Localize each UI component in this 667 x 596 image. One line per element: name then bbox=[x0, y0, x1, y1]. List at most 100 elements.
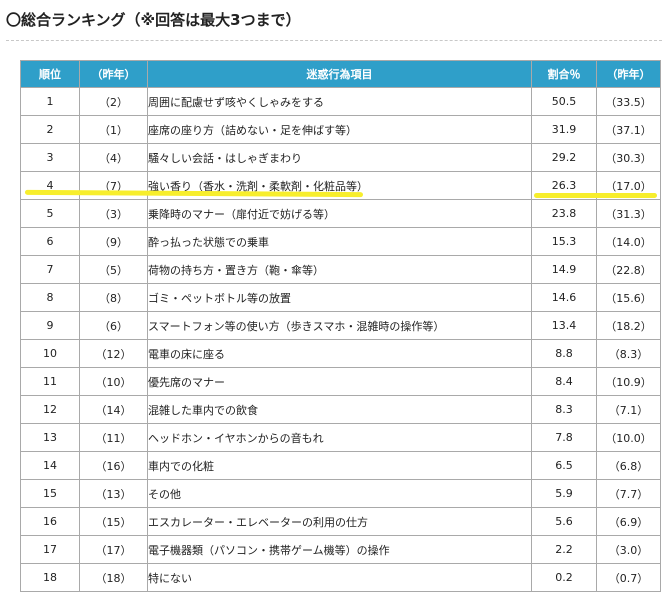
cell-rank: 18 bbox=[20, 563, 80, 592]
cell-item: 強い香り（香水・洗剤・柔軟剤・化粧品等） bbox=[147, 171, 532, 200]
table-row: 3 （4） 騒々しい会話・はしゃぎまわり 29.2 （30.3） bbox=[20, 143, 661, 172]
cell-percent: 5.9 bbox=[531, 479, 597, 508]
table-row: 4 （7） 強い香り（香水・洗剤・柔軟剤・化粧品等） 26.3 （17.0） bbox=[20, 171, 661, 200]
cell-prev-rank: （9） bbox=[79, 227, 148, 256]
header-rank: 順位 bbox=[20, 60, 80, 88]
cell-rank: 10 bbox=[20, 339, 80, 368]
cell-item: ヘッドホン・イヤホンからの音もれ bbox=[147, 423, 532, 452]
cell-prev-percent: （22.8） bbox=[596, 255, 661, 284]
header-percent: 割合％ bbox=[531, 60, 597, 88]
cell-percent: 8.8 bbox=[531, 339, 597, 368]
cell-item: 混雑した車内での飲食 bbox=[147, 395, 532, 424]
cell-percent: 0.2 bbox=[531, 563, 597, 592]
table-row: 13 （11） ヘッドホン・イヤホンからの音もれ 7.8 （10.0） bbox=[20, 423, 661, 452]
cell-item: 荷物の持ち方・置き方（鞄・傘等） bbox=[147, 255, 532, 284]
cell-item: 電車の床に座る bbox=[147, 339, 532, 368]
table-row: 1 （2） 周囲に配慮せず咳やくしゃみをする 50.5 （33.5） bbox=[20, 87, 661, 116]
cell-prev-rank: （17） bbox=[79, 535, 148, 564]
cell-rank: 12 bbox=[20, 395, 80, 424]
cell-rank: 14 bbox=[20, 451, 80, 480]
cell-percent: 23.8 bbox=[531, 199, 597, 228]
table-row: 14 （16） 車内での化粧 6.5 （6.8） bbox=[20, 451, 661, 480]
cell-prev-percent: （33.5） bbox=[596, 87, 661, 116]
cell-item: その他 bbox=[147, 479, 532, 508]
cell-percent: 8.3 bbox=[531, 395, 597, 424]
cell-prev-percent: （7.1） bbox=[596, 395, 661, 424]
cell-rank: 9 bbox=[20, 311, 80, 340]
cell-percent: 2.2 bbox=[531, 535, 597, 564]
cell-prev-percent: （30.3） bbox=[596, 143, 661, 172]
cell-prev-rank: （11） bbox=[79, 423, 148, 452]
cell-item: 座席の座り方（詰めない・足を伸ばす等） bbox=[147, 115, 532, 144]
cell-rank: 11 bbox=[20, 367, 80, 396]
cell-rank: 7 bbox=[20, 255, 80, 284]
header-prev-rank: （昨年） bbox=[79, 60, 148, 88]
cell-percent: 14.6 bbox=[531, 283, 597, 312]
cell-item: 騒々しい会話・はしゃぎまわり bbox=[147, 143, 532, 172]
cell-rank: 3 bbox=[20, 143, 80, 172]
cell-prev-rank: （8） bbox=[79, 283, 148, 312]
cell-percent: 8.4 bbox=[531, 367, 597, 396]
cell-item: ゴミ・ペットボトル等の放置 bbox=[147, 283, 532, 312]
cell-prev-rank: （10） bbox=[79, 367, 148, 396]
cell-prev-percent: （14.0） bbox=[596, 227, 661, 256]
cell-prev-percent: （3.0） bbox=[596, 535, 661, 564]
cell-percent: 5.6 bbox=[531, 507, 597, 536]
cell-rank: 16 bbox=[20, 507, 80, 536]
table-row: 16 （15） エスカレーター・エレベーターの利用の仕方 5.6 （6.9） bbox=[20, 507, 661, 536]
header-prev-percent: （昨年） bbox=[596, 60, 661, 88]
cell-rank: 2 bbox=[20, 115, 80, 144]
ranking-table-body: 1 （2） 周囲に配慮せず咳やくしゃみをする 50.5 （33.5） 2 （1） 座席の座り方… bbox=[20, 87, 661, 592]
page-title: 〇総合ランキング（※回答は最大3つまで） bbox=[6, 11, 301, 29]
table-header-row: 順位 （昨年） 迷惑行為項目 割合％ （昨年） bbox=[20, 60, 661, 88]
table-row: 11 （10） 優先席のマナー 8.4 （10.9） bbox=[20, 367, 661, 396]
table-row: 6 （9） 酔っ払った状態での乗車 15.3 （14.0） bbox=[20, 227, 661, 256]
table-row: 2 （1） 座席の座り方（詰めない・足を伸ばす等） 31.9 （37.1） bbox=[20, 115, 661, 144]
cell-prev-rank: （15） bbox=[79, 507, 148, 536]
cell-prev-percent: （18.2） bbox=[596, 311, 661, 340]
cell-prev-rank: （7） bbox=[79, 171, 148, 200]
cell-rank: 1 bbox=[20, 87, 80, 116]
cell-prev-rank: （6） bbox=[79, 311, 148, 340]
table-row: 5 （3） 乗降時のマナー（扉付近で妨げる等） 23.8 （31.3） bbox=[20, 199, 661, 228]
table-row: 7 （5） 荷物の持ち方・置き方（鞄・傘等） 14.9 （22.8） bbox=[20, 255, 661, 284]
cell-percent: 29.2 bbox=[531, 143, 597, 172]
cell-item: スマートフォン等の使い方（歩きスマホ・混雑時の操作等） bbox=[147, 311, 532, 340]
title-divider bbox=[6, 40, 662, 41]
cell-prev-rank: （2） bbox=[79, 87, 148, 116]
cell-prev-percent: （37.1） bbox=[596, 115, 661, 144]
cell-rank: 13 bbox=[20, 423, 80, 452]
header-item: 迷惑行為項目 bbox=[147, 60, 532, 88]
ranking-table: 順位 （昨年） 迷惑行為項目 割合％ （昨年） 1 （2） 周囲に配慮せず咳やくしゃ… bbox=[20, 60, 661, 592]
cell-item: 酔っ払った状態での乗車 bbox=[147, 227, 532, 256]
cell-prev-percent: （7.7） bbox=[596, 479, 661, 508]
table-row: 8 （8） ゴミ・ペットボトル等の放置 14.6 （15.6） bbox=[20, 283, 661, 312]
cell-prev-percent: （17.0） bbox=[596, 171, 661, 200]
cell-prev-rank: （18） bbox=[79, 563, 148, 592]
cell-item: 優先席のマナー bbox=[147, 367, 532, 396]
cell-item: 乗降時のマナー（扉付近で妨げる等） bbox=[147, 199, 532, 228]
cell-prev-percent: （10.9） bbox=[596, 367, 661, 396]
table-row: 15 （13） その他 5.9 （7.7） bbox=[20, 479, 661, 508]
cell-prev-rank: （4） bbox=[79, 143, 148, 172]
table-row: 17 （17） 電子機器類（パソコン・携帯ゲーム機等）の操作 2.2 （3.0） bbox=[20, 535, 661, 564]
cell-prev-percent: （15.6） bbox=[596, 283, 661, 312]
cell-prev-rank: （12） bbox=[79, 339, 148, 368]
cell-prev-percent: （6.9） bbox=[596, 507, 661, 536]
cell-prev-rank: （13） bbox=[79, 479, 148, 508]
table-row: 10 （12） 電車の床に座る 8.8 （8.3） bbox=[20, 339, 661, 368]
cell-item: 特にない bbox=[147, 563, 532, 592]
cell-prev-rank: （16） bbox=[79, 451, 148, 480]
cell-prev-percent: （10.0） bbox=[596, 423, 661, 452]
cell-prev-percent: （8.3） bbox=[596, 339, 661, 368]
cell-rank: 15 bbox=[20, 479, 80, 508]
cell-prev-percent: （6.8） bbox=[596, 451, 661, 480]
cell-item: エスカレーター・エレベーターの利用の仕方 bbox=[147, 507, 532, 536]
cell-prev-percent: （0.7） bbox=[596, 563, 661, 592]
table-row: 18 （18） 特にない 0.2 （0.7） bbox=[20, 563, 661, 592]
cell-percent: 6.5 bbox=[531, 451, 597, 480]
cell-rank: 5 bbox=[20, 199, 80, 228]
cell-percent: 15.3 bbox=[531, 227, 597, 256]
cell-rank: 17 bbox=[20, 535, 80, 564]
cell-prev-rank: （14） bbox=[79, 395, 148, 424]
